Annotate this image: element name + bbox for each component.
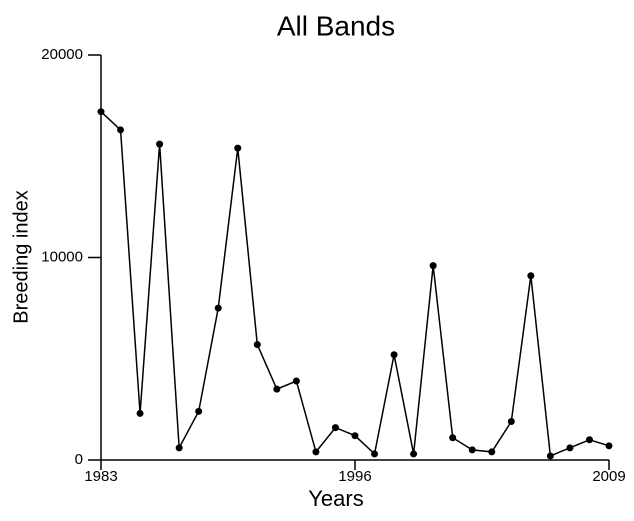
data-point — [390, 351, 398, 359]
data-point — [292, 377, 300, 385]
data-point — [214, 304, 222, 312]
y-axis-label: Breeding index — [10, 190, 32, 323]
x-axis-label: Years — [308, 486, 363, 511]
data-point — [507, 418, 515, 426]
data-point — [410, 450, 418, 458]
data-point — [488, 448, 496, 456]
data-point — [371, 450, 379, 458]
data-point — [234, 144, 242, 152]
y-tick-label: 20000 — [41, 46, 83, 63]
data-point — [527, 272, 535, 280]
data-point — [566, 444, 574, 452]
y-tick-label: 0 — [75, 451, 83, 468]
data-point — [449, 434, 457, 442]
data-point — [195, 407, 203, 415]
data-point — [331, 424, 339, 432]
data-point — [253, 341, 261, 349]
data-line — [100, 111, 610, 458]
data-point — [273, 385, 281, 393]
data-point — [156, 140, 164, 148]
x-tick-label: 2009 — [592, 468, 625, 485]
x-tick-label: 1983 — [84, 468, 117, 485]
x-tick-label: 1996 — [338, 468, 371, 485]
data-point — [97, 108, 105, 116]
data-point — [312, 448, 320, 456]
data-point — [429, 262, 437, 270]
data-point — [605, 442, 613, 450]
data-point — [546, 452, 554, 460]
y-tick-label: 10000 — [41, 248, 83, 265]
data-point — [468, 446, 476, 454]
data-point — [351, 432, 359, 440]
chart-title: All Bands — [277, 10, 395, 41]
data-point — [117, 126, 125, 134]
data-point — [136, 409, 144, 417]
data-point — [175, 444, 183, 452]
data-point — [585, 436, 593, 444]
